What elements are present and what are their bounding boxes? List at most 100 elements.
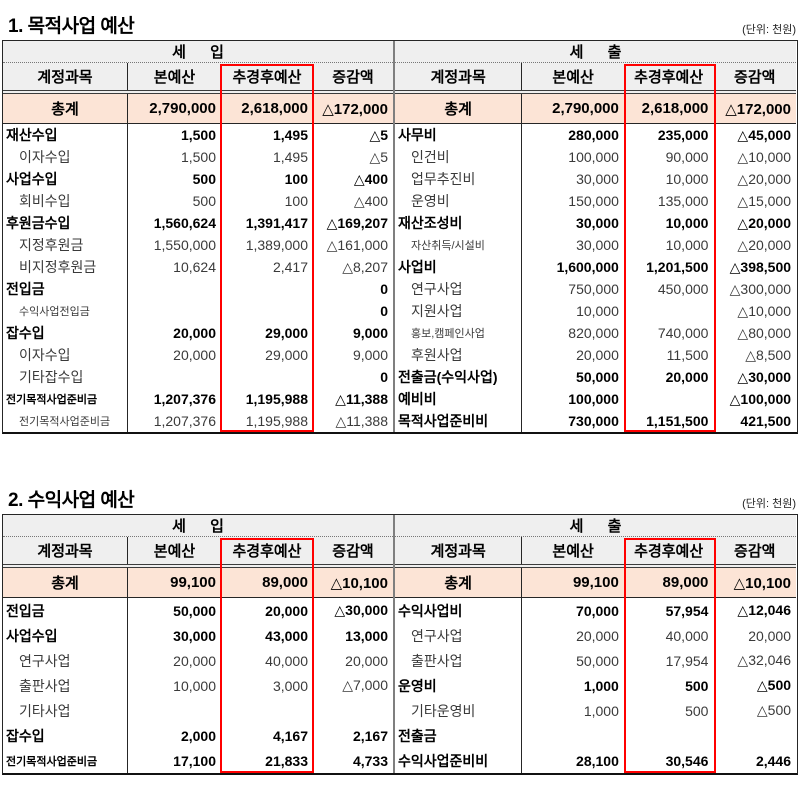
title-row: 2. 수익사업 예산 (단위: 천원) — [2, 480, 798, 514]
account-label: 사업수입 — [3, 623, 128, 648]
budget-value: 10,000 — [665, 237, 709, 253]
section-band: 세 입 — [3, 515, 393, 537]
table-row: 전기목적사업준비금 1,207,376 1,195,988 △11,388 — [3, 388, 393, 410]
budget-value: 57,954 — [665, 602, 709, 619]
budget-value: 20,000 — [576, 347, 619, 363]
budget-value: △300,000 — [729, 280, 792, 297]
total-row: 총계 2,790,000 2,618,000 △172,000 — [3, 94, 393, 124]
table-row: 전입금 50,000 20,000 △30,000 — [3, 598, 393, 623]
budget-value: 20,000 — [173, 652, 216, 669]
budget-value — [522, 723, 624, 748]
table-row: 사업비 1,600,000 1,201,500 △398,500 — [395, 256, 796, 278]
budget-table: 세 입 계정과목 본예산 추경후예산 증감액 총계 99,100 89,000 △10,100 전… — [2, 514, 798, 775]
budget-value: △400 — [353, 192, 388, 209]
account-label: 지원사업 — [395, 300, 523, 322]
budget-value: △15,000 — [737, 192, 792, 209]
total-row: 총계 99,100 89,000 △10,100 — [395, 568, 796, 598]
budget-value: 17,954 — [665, 652, 709, 669]
table-row: 지정후원금 1,550,000 1,389,000 △161,000 — [3, 234, 393, 256]
budget-value — [624, 300, 714, 322]
budget-value: 0 — [380, 281, 388, 297]
column-header: 계정과목 — [395, 537, 523, 564]
budget-value: 1,000 — [583, 702, 619, 719]
budget-value: 500 — [192, 193, 216, 209]
budget-value: △398,500 — [729, 258, 792, 275]
budget-value — [313, 698, 393, 723]
budget-value: 30,000 — [576, 237, 619, 253]
budget-value: 1,201,500 — [646, 259, 709, 275]
budget-value: 1,560,624 — [153, 215, 216, 231]
account-label: 인건비 — [395, 146, 523, 168]
budget-value: 50,000 — [576, 652, 619, 669]
page-title: 1. 목적사업 예산 — [8, 16, 135, 37]
account-label: 기타잡수입 — [3, 366, 128, 388]
budget-value: 1,550,000 — [153, 237, 216, 253]
budget-value: △45,000 — [737, 126, 792, 143]
column-header: 계정과목 — [395, 63, 523, 90]
budget-value: 100 — [284, 171, 308, 187]
budget-value: 11,500 — [666, 347, 709, 363]
total-value: △172,000 — [322, 100, 388, 118]
budget-value: △400 — [353, 170, 388, 187]
budget-value: 0 — [380, 303, 388, 319]
budget-value: 1,500 — [180, 149, 216, 165]
header-row: 계정과목 본예산 추경후예산 증감액 — [3, 537, 393, 568]
account-label: 회비수입 — [3, 190, 128, 212]
account-label: 지정후원금 — [3, 234, 128, 256]
budget-value: 10,000 — [173, 677, 216, 694]
table-row: 후원금수입 1,560,624 1,391,417 △169,207 — [3, 212, 393, 234]
budget-value: △32,046 — [737, 652, 792, 668]
budget-value: △20,000 — [737, 236, 792, 253]
column-header: 본예산 — [153, 543, 196, 560]
unit-label: (단위: 천원) — [742, 24, 796, 36]
budget-value: 2,417 — [272, 259, 308, 275]
budget-value: 280,000 — [568, 127, 619, 143]
account-label: 후원사업 — [395, 344, 523, 366]
account-label: 운영비 — [395, 190, 523, 212]
table-row: 사업수입 500 100 △400 — [3, 168, 393, 190]
budget-value: 70,000 — [576, 602, 619, 619]
budget-value: △169,207 — [326, 214, 388, 231]
budget-value: 820,000 — [568, 325, 619, 341]
header-row: 계정과목 본예산 추경후예산 증감액 — [395, 63, 796, 94]
total-value: 2,790,000 — [552, 100, 619, 117]
total-value: △10,100 — [733, 574, 791, 592]
total-value: 2,618,000 — [241, 100, 308, 117]
budget-value: 4,167 — [272, 727, 308, 744]
table-row: 회비수입 500 100 △400 — [3, 190, 393, 212]
budget-value: 10,000 — [665, 215, 709, 231]
total-value: 2,618,000 — [641, 100, 709, 117]
column-header: 추경후예산 — [634, 69, 704, 86]
table-row: 수익사업비 70,000 57,954 △12,046 — [395, 598, 796, 623]
budget-value: 135,000 — [657, 193, 709, 209]
table-row: 사무비 280,000 235,000 △45,000 — [395, 124, 796, 146]
table-row: 전출금(수익사업) 50,000 20,000 △30,000 — [395, 366, 796, 388]
table-row: 지원사업 10,000 △10,000 — [395, 300, 796, 322]
table-row: 후원사업 20,000 11,500 △8,500 — [395, 344, 796, 366]
total-label: 총계 — [3, 568, 128, 597]
table-row: 전기목적사업준비금 1,207,376 1,195,988 △11,388 — [3, 410, 393, 432]
budget-value: 43,000 — [265, 627, 308, 644]
table-row: 이자수입 20,000 29,000 9,000 — [3, 344, 393, 366]
account-label: 전기목적사업준비금 — [3, 388, 128, 410]
table-row: 연구사업 20,000 40,000 20,000 — [3, 648, 393, 673]
column-header: 증감액 — [734, 69, 776, 86]
table-row: 재산수입 1,500 1,495 △5 — [3, 124, 393, 146]
table-row: 기타잡수입 0 — [3, 366, 393, 388]
budget-value — [128, 698, 221, 723]
column-header: 계정과목 — [3, 63, 128, 90]
account-label: 수익사업준비비 — [395, 748, 523, 773]
account-label: 연구사업 — [395, 623, 523, 648]
account-label: 사무비 — [395, 124, 523, 146]
table-row: 기타운영비 1,000 500 △500 — [395, 698, 796, 723]
budget-value: 21,833 — [265, 752, 308, 769]
budget-value: 100,000 — [568, 149, 619, 165]
budget-value: 3,000 — [272, 677, 308, 694]
table-row: 운영비 1,000 500 △500 — [395, 673, 796, 698]
total-value: 99,100 — [572, 574, 619, 591]
budget-value: △30,000 — [737, 368, 792, 385]
budget-value — [221, 278, 313, 300]
budget-value — [221, 300, 313, 322]
budget-value: 1,495 — [272, 127, 308, 143]
account-label: 잡수입 — [3, 723, 128, 748]
